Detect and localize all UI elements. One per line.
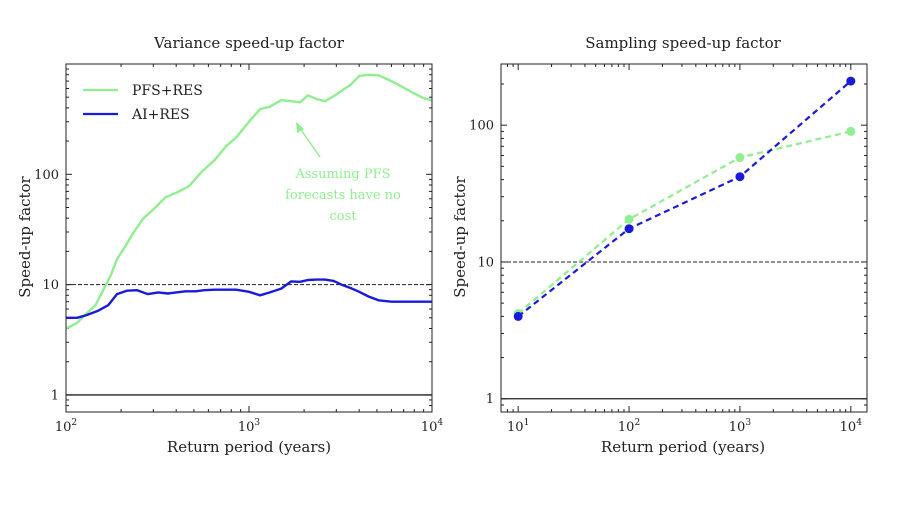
annotation: Assuming PFS forecasts have no cost <box>285 122 401 224</box>
data-point-pfs-res <box>624 214 634 224</box>
legend-label-ai-res: AI+RES <box>131 107 190 123</box>
annotation-line-1: Assuming PFS <box>294 167 390 182</box>
x-tick-label-base: 10 <box>618 420 635 435</box>
x-tick-label-base: 10 <box>421 420 438 435</box>
series-line-ai-res <box>66 278 432 319</box>
annotation-arrowhead <box>296 122 304 133</box>
x-tick-label-exponent: 4 <box>856 418 862 428</box>
sampling-chart-title: Sampling speed-up factor <box>585 34 781 52</box>
x-tick-label: 102 <box>55 418 77 435</box>
variance-reference-lines <box>66 284 432 396</box>
sampling-panel: Sampling speed-up factor Return period (… <box>451 34 868 456</box>
x-tick-label: 103 <box>729 418 752 435</box>
y-tick-label: 100 <box>469 119 494 134</box>
data-point-ai-res <box>735 172 745 182</box>
x-tick-label-exponent: 4 <box>437 418 443 428</box>
x-tick-label: 104 <box>421 418 444 435</box>
y-tick-label: 1 <box>51 388 59 403</box>
data-point-ai-res <box>513 311 523 321</box>
x-tick-label-exponent: 3 <box>745 418 751 428</box>
sampling-series <box>513 76 856 321</box>
legend: PFS+RES AI+RES <box>83 83 203 123</box>
y-tick-label: 10 <box>477 255 494 270</box>
x-tick-label: 103 <box>238 418 261 435</box>
x-tick-label-exponent: 2 <box>634 418 640 428</box>
x-tick-label: 101 <box>507 418 529 435</box>
sampling-y-axis-label: Speed-up factor <box>451 175 469 297</box>
x-tick-label-base: 10 <box>238 420 255 435</box>
x-tick-label-base: 10 <box>55 420 72 435</box>
y-tick-label: 100 <box>34 168 59 183</box>
variance-panel: Variance speed-up factor Return period (… <box>16 34 443 456</box>
annotation-arrow-shaft <box>298 126 321 158</box>
sampling-x-axis-label: Return period (years) <box>601 438 765 456</box>
x-tick-label-base: 10 <box>507 420 524 435</box>
data-point-pfs-res <box>846 126 856 136</box>
legend-label-pfs-res: PFS+RES <box>132 83 203 99</box>
series-line-pfs-res <box>517 130 852 315</box>
series-line-ai-res <box>517 80 852 318</box>
y-tick-label: 10 <box>42 278 59 293</box>
x-tick-label-exponent: 3 <box>254 418 260 428</box>
annotation-line-2: forecasts have no <box>285 188 401 203</box>
x-tick-label-base: 10 <box>840 420 857 435</box>
series-line-pfs-res <box>65 73 433 330</box>
x-tick-label: 104 <box>840 418 863 435</box>
annotation-line-3: cost <box>329 209 357 224</box>
data-point-pfs-res <box>735 153 745 163</box>
x-tick-label-exponent: 1 <box>524 418 530 428</box>
sampling-reference-lines <box>501 261 867 400</box>
data-point-ai-res <box>624 224 634 234</box>
x-tick-label-base: 10 <box>729 420 746 435</box>
sampling-plot-frame <box>500 63 868 413</box>
x-tick-label-exponent: 2 <box>71 418 77 428</box>
variance-chart-title: Variance speed-up factor <box>153 34 345 52</box>
data-point-ai-res <box>846 76 856 86</box>
variance-x-axis-label: Return period (years) <box>167 438 331 456</box>
x-tick-label: 102 <box>618 418 640 435</box>
variance-y-axis-label: Speed-up factor <box>16 175 34 297</box>
y-tick-label: 1 <box>486 392 494 407</box>
variance-plot-frame <box>65 63 433 413</box>
variance-series <box>65 73 433 330</box>
